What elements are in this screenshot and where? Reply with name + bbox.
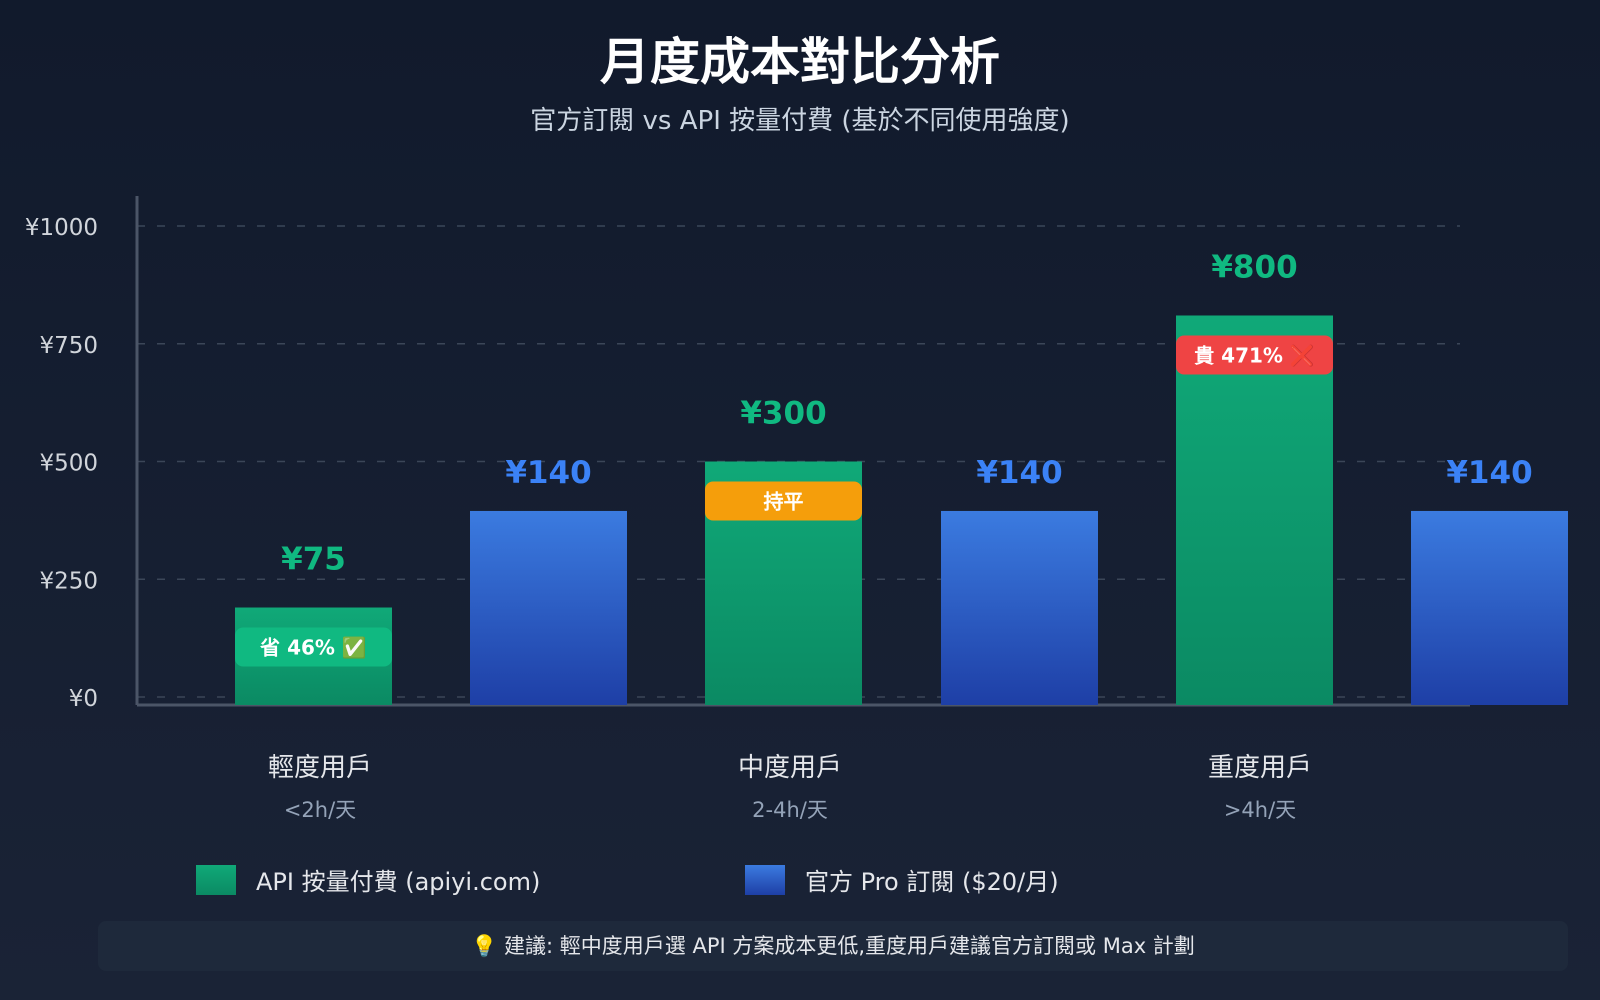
pro-bar bbox=[1411, 510, 1568, 705]
badge-label: 持平 bbox=[764, 490, 804, 514]
badge bbox=[235, 627, 392, 667]
pro-bar bbox=[941, 510, 1098, 705]
value-label: ¥140 bbox=[505, 455, 591, 491]
y-tick-label: ¥0 bbox=[69, 686, 98, 712]
value-label: ¥140 bbox=[976, 455, 1062, 491]
y-tick-label: ¥250 bbox=[39, 568, 98, 594]
badge bbox=[705, 481, 862, 521]
badge-label: 貴 471% ❌ bbox=[1194, 343, 1315, 367]
category-heavy: 重度用戶 >4h/天 bbox=[1110, 747, 1410, 824]
pro-bar bbox=[470, 510, 627, 705]
category-sub: 2-4h/天 bbox=[752, 798, 828, 822]
y-tick-label: ¥500 bbox=[39, 451, 98, 477]
badge-label: 省 46% ✅ bbox=[259, 636, 367, 660]
category-name: 中度用戶 bbox=[737, 753, 842, 783]
y-tick-label: ¥750 bbox=[39, 333, 98, 359]
category-name: 重度用戶 bbox=[1207, 753, 1312, 783]
y-tick-label: ¥1000 bbox=[25, 215, 98, 241]
legend-item-api: API 按量付費 (apiyi.com) bbox=[196, 862, 540, 897]
legend-label: API 按量付費 (apiyi.com) bbox=[256, 868, 541, 896]
value-label: ¥75 bbox=[281, 542, 346, 578]
chart-subtitle: 官方訂閱 vs API 按量付費 (基於不同使用強度) bbox=[530, 106, 1070, 136]
lightbulb-icon: 💡 bbox=[471, 934, 498, 958]
legend-swatch-green bbox=[196, 864, 236, 895]
legend-label: 官方 Pro 訂閱 ($20/月) bbox=[805, 868, 1059, 896]
category-sub: <2h/天 bbox=[283, 798, 357, 822]
category-sub: >4h/天 bbox=[1223, 798, 1297, 822]
badge bbox=[1176, 335, 1333, 375]
legend-swatch-blue bbox=[745, 864, 785, 895]
api-bar bbox=[1176, 315, 1333, 705]
value-label: ¥800 bbox=[1211, 249, 1297, 285]
value-label: ¥140 bbox=[1446, 455, 1532, 491]
category-medium: 中度用戶 2-4h/天 bbox=[640, 747, 940, 824]
legend-item-pro: 官方 Pro 訂閱 ($20/月) bbox=[745, 862, 1059, 897]
category-light: 輕度用戶 <2h/天 bbox=[170, 747, 470, 824]
chart-title: 月度成本對比分析 bbox=[600, 33, 1000, 91]
value-label: ¥300 bbox=[740, 396, 826, 432]
tip-box: 💡 建議: 輕中度用戶選 API 方案成本更低,重度用戶建議官方訂閱或 Max … bbox=[98, 921, 1568, 971]
category-name: 輕度用戶 bbox=[267, 753, 372, 783]
tip-text: 建議: 輕中度用戶選 API 方案成本更低,重度用戶建議官方訂閱或 Max 計劃 bbox=[504, 934, 1195, 958]
